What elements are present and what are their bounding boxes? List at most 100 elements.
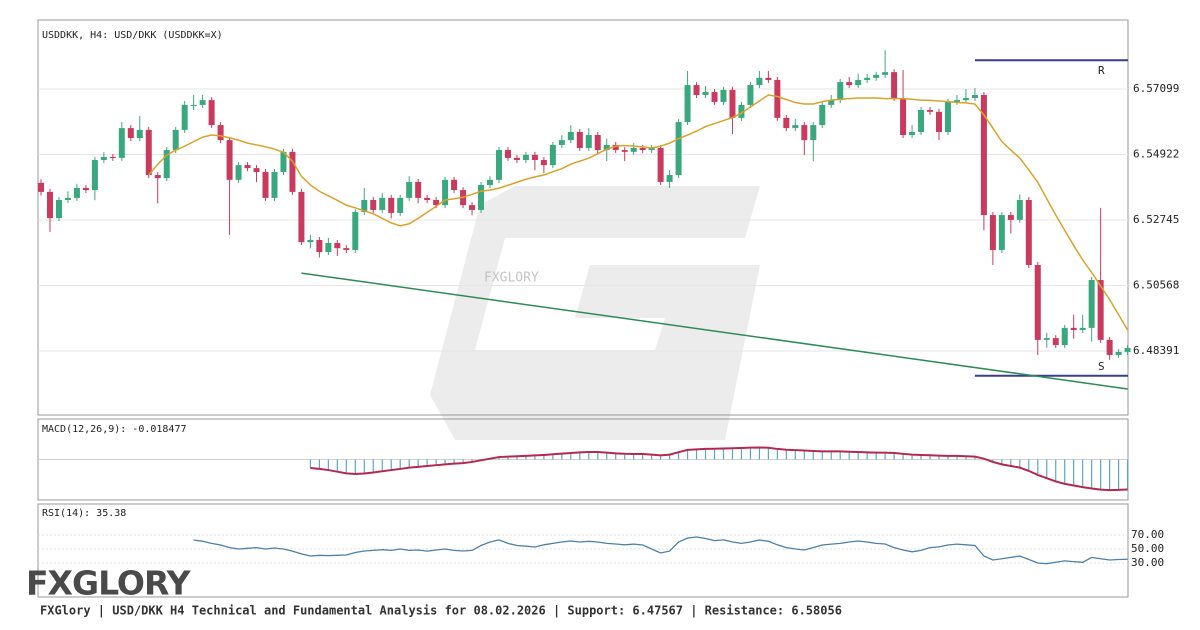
candle-body	[639, 147, 646, 151]
candle-body	[397, 197, 404, 213]
macd-title: MACD(12,26,9): -0.018477	[42, 424, 187, 435]
candle-body	[433, 200, 440, 206]
y-tick-label: 6.57099	[1133, 82, 1179, 95]
y-tick-label: 70.00	[1131, 528, 1164, 541]
candle-body	[271, 172, 278, 198]
candle-body	[998, 215, 1005, 250]
candle-body	[172, 129, 179, 151]
candle-body	[1043, 338, 1050, 340]
candle-body	[953, 100, 960, 102]
candle-body	[280, 151, 287, 173]
candle-body	[936, 111, 942, 133]
candle-body	[495, 150, 502, 180]
candle-body	[585, 135, 592, 148]
candle-body	[504, 150, 511, 158]
candle-body	[379, 197, 386, 210]
candle-body	[819, 104, 826, 126]
candle-body	[262, 172, 269, 198]
watermark-logo	[430, 186, 760, 440]
candle-body	[774, 79, 781, 118]
y-tick-label: 30.00	[1131, 556, 1164, 569]
candle-body	[64, 197, 71, 201]
candle-body	[289, 151, 296, 192]
candle-body	[406, 181, 413, 198]
candle-body	[720, 89, 727, 102]
candle-body	[217, 125, 224, 141]
candle-body	[415, 181, 422, 198]
chart-title: USDDKK, H4: USD/DKK (USDDKK=X)	[42, 30, 223, 41]
y-tick-label: 6.54922	[1133, 148, 1179, 161]
candle-body	[693, 85, 700, 96]
moving-average	[148, 94, 1129, 331]
candle-body	[810, 125, 817, 141]
candle-body	[828, 100, 835, 105]
candle-body	[136, 129, 143, 139]
candle-body	[91, 159, 98, 191]
candle-body	[352, 212, 359, 250]
candle-body	[855, 79, 862, 86]
candle-body	[1052, 338, 1059, 346]
candle-body	[334, 243, 341, 249]
trendline	[301, 272, 1128, 390]
candle-body	[424, 197, 431, 201]
candle-body	[711, 91, 718, 102]
candle-body	[927, 110, 934, 112]
candle-body	[451, 179, 458, 191]
candle-body	[783, 117, 790, 129]
candle-body	[801, 125, 808, 141]
candle-body	[522, 154, 529, 160]
candle-body	[989, 215, 996, 250]
candle-body	[980, 95, 987, 216]
y-tick-label: 6.50568	[1133, 279, 1179, 292]
candle-body	[1106, 339, 1113, 355]
candle-body	[891, 72, 898, 99]
level-label: S	[1098, 360, 1105, 373]
candle-body	[837, 82, 844, 101]
y-tick-label: 6.52745	[1133, 213, 1179, 226]
candle-body	[388, 197, 395, 213]
candle-body	[46, 191, 53, 219]
candle-body	[55, 200, 62, 219]
candle-body	[657, 147, 664, 182]
candle-body	[1115, 351, 1122, 355]
candle-body	[478, 184, 485, 210]
candle-body	[567, 132, 574, 141]
candle-body	[549, 144, 556, 166]
candle-body	[612, 144, 619, 151]
candle-body	[594, 135, 601, 151]
candle-body	[962, 98, 969, 101]
candle-body	[1070, 327, 1077, 330]
candle-body	[190, 104, 197, 106]
watermark-text: FXGLORY	[484, 271, 539, 286]
candle-body	[576, 132, 583, 148]
candle-body	[792, 125, 799, 129]
candle-body	[361, 200, 368, 213]
candle-body	[864, 77, 871, 80]
candle-body	[900, 98, 907, 136]
candle-body	[1061, 327, 1068, 346]
candle-body	[513, 157, 520, 160]
candle-body	[487, 179, 493, 185]
candle-body	[765, 77, 772, 80]
candle-body	[298, 191, 305, 243]
candle-body	[944, 101, 951, 133]
candle-body	[621, 150, 628, 152]
candle-body	[244, 165, 251, 169]
candle-body	[316, 240, 323, 253]
candle-body	[325, 243, 332, 253]
candle-body	[226, 140, 233, 180]
candle-body	[846, 82, 853, 86]
candle-body	[235, 165, 242, 180]
candle-body	[702, 91, 709, 96]
candle-body	[1124, 348, 1131, 352]
candle-body	[145, 129, 152, 176]
candle-body	[1097, 280, 1104, 340]
rsi-line	[193, 536, 1128, 565]
candle-body	[909, 132, 916, 136]
candle-body	[1025, 200, 1032, 265]
candle-body	[199, 100, 206, 105]
candle-body	[163, 150, 170, 179]
rsi-title: RSI(14): 35.38	[42, 508, 126, 519]
candle-body	[675, 122, 682, 176]
